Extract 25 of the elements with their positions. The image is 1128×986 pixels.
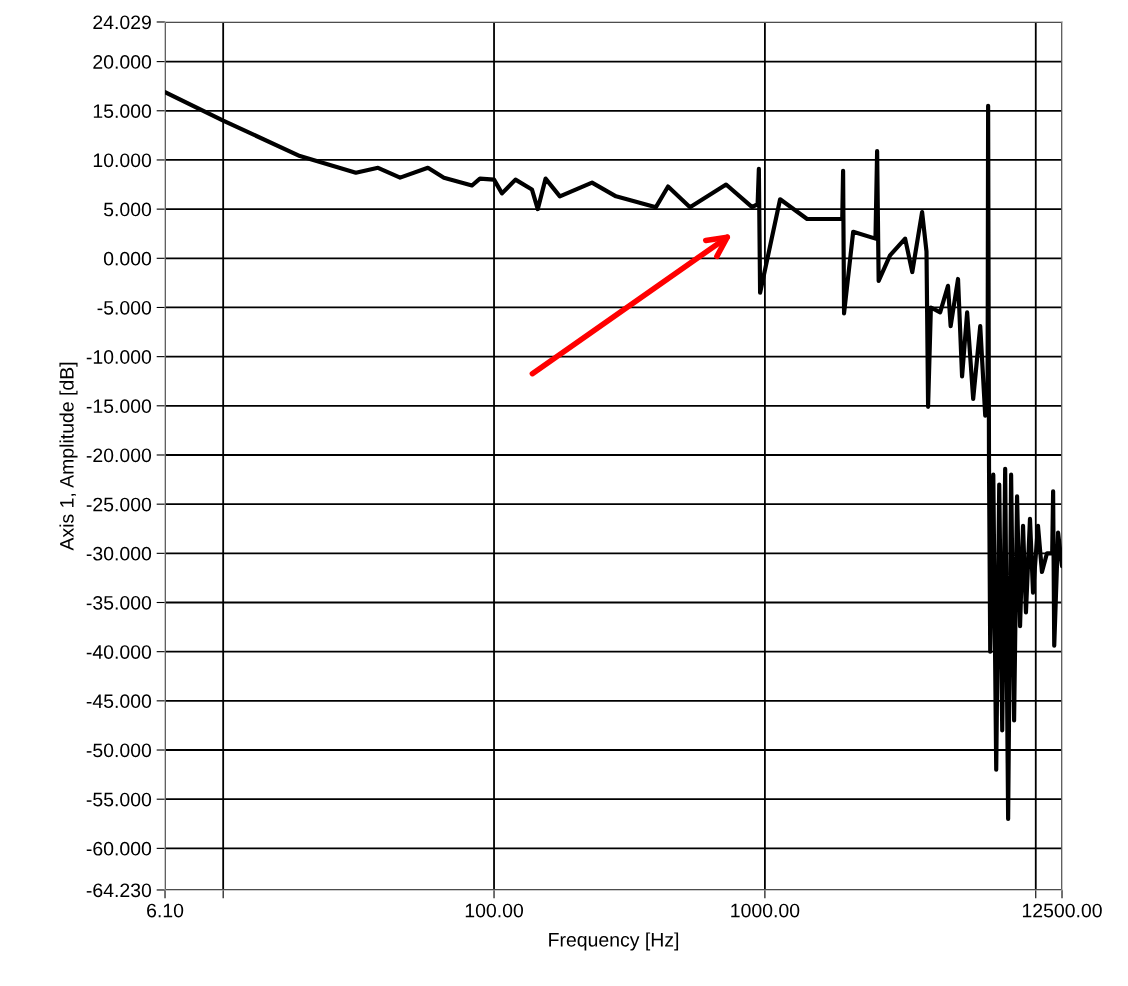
y-tick-label: 0.000 bbox=[103, 251, 152, 266]
x-tick-label: 100.00 bbox=[465, 903, 524, 918]
y-tick-label: -50.000 bbox=[86, 743, 152, 758]
x-axis-title: Frequency [Hz] bbox=[549, 932, 679, 951]
y-tick-label: -40.000 bbox=[86, 645, 152, 659]
y-tick-label: -55.000 bbox=[86, 792, 152, 807]
y-tick-label: 20.000 bbox=[93, 55, 152, 69]
y-tick-label: 10.000 bbox=[93, 153, 152, 168]
y-tick-label: -35.000 bbox=[86, 595, 152, 610]
y-tick-label: -45.000 bbox=[86, 694, 152, 709]
y-tick-label: -20.000 bbox=[86, 448, 152, 463]
y-tick-label: -5.000 bbox=[97, 300, 152, 315]
y-tick-label: -10.000 bbox=[86, 350, 152, 364]
y-tick-label: 5.000 bbox=[103, 202, 152, 217]
y-tick-label: -30.000 bbox=[86, 546, 152, 561]
x-tick-label: 1000.00 bbox=[731, 903, 800, 918]
y-tick-label: 15.000 bbox=[93, 104, 152, 119]
x-tick-label: 12500.00 bbox=[1022, 903, 1102, 918]
y-tick-label: -60.000 bbox=[86, 841, 152, 856]
y-tick-label: -64.230 bbox=[86, 883, 152, 898]
x-tick-label: 6.10 bbox=[147, 903, 184, 918]
y-tick-label: -15.000 bbox=[86, 399, 152, 414]
y-tick-label: -25.000 bbox=[86, 497, 152, 512]
y-tick-label: 24.029 bbox=[93, 15, 151, 30]
y-axis-title: Axis 1, Amplitude [dB] bbox=[59, 362, 78, 551]
